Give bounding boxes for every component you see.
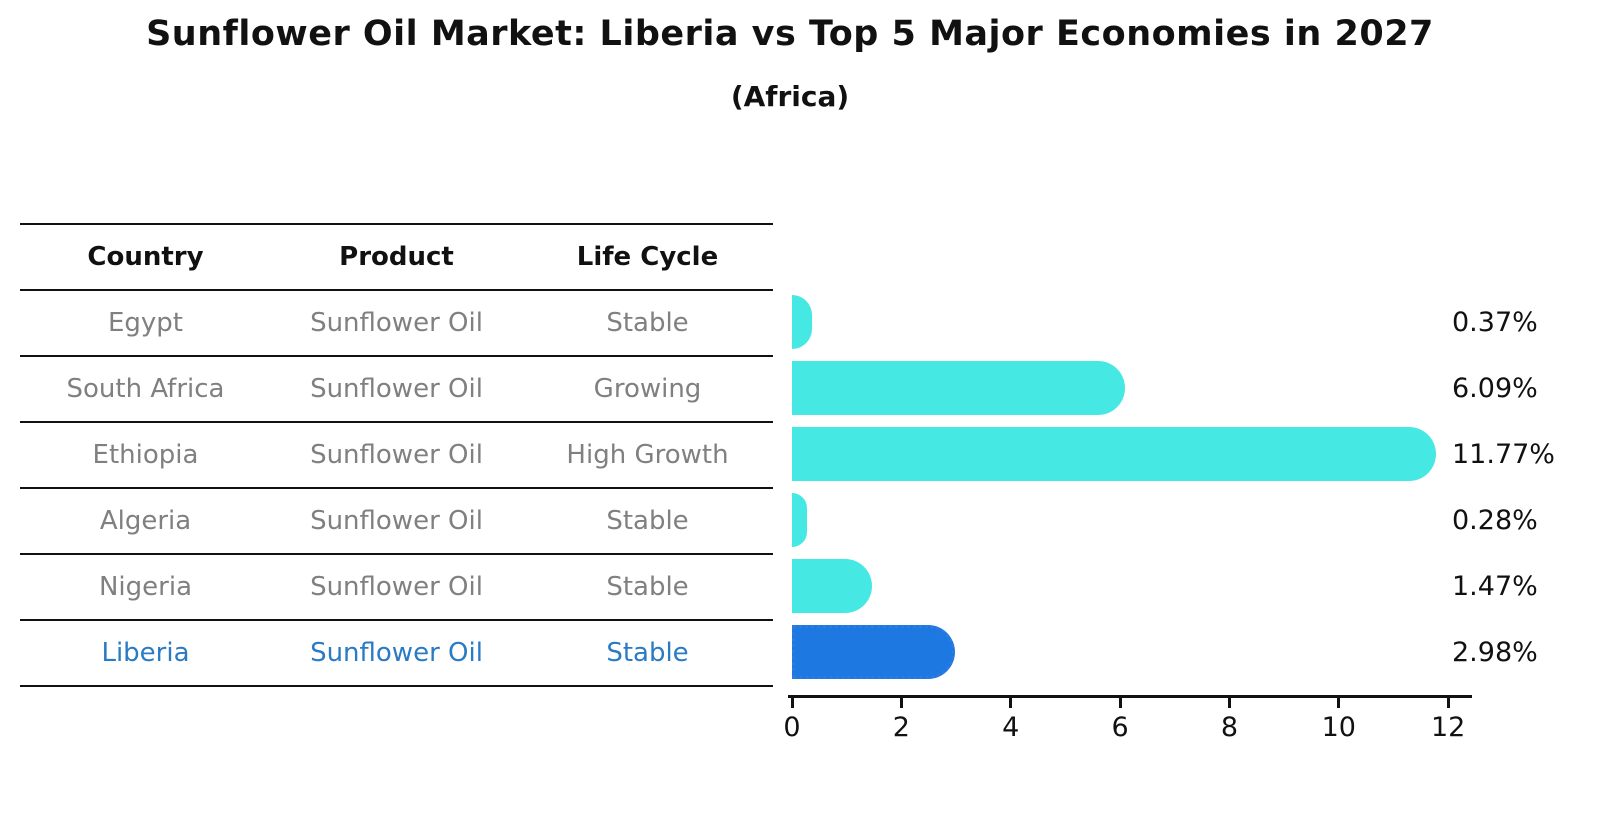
x-tick-label-4: 4	[1002, 712, 1020, 743]
bar-ethiopia	[792, 427, 1436, 481]
table-body: Egypt Sunflower Oil Stable South Africa Sunf…	[20, 291, 773, 687]
bar-algeria	[792, 493, 808, 547]
table-header-row: Country Product Life Cycle	[20, 225, 773, 291]
cell-country: Egypt	[107, 308, 184, 338]
cell-product: Sunflower Oil	[310, 374, 483, 404]
x-tick-mark-8	[1227, 698, 1231, 708]
cell-country: Liberia	[101, 638, 190, 668]
summary-table: Country Product Life Cycle Egypt Sunflowe…	[20, 223, 773, 687]
value-label-south-africa: 6.09%	[1452, 372, 1538, 404]
cell-product: Sunflower Oil	[310, 638, 483, 668]
chart-title: Sunflower Oil Market: Liberia vs Top 5 M…	[146, 14, 1434, 54]
cell-country: South Africa	[66, 374, 225, 404]
x-tick-mark-10	[1337, 698, 1341, 708]
cell-product: Sunflower Oil	[310, 440, 483, 470]
x-tick-mark-2	[899, 698, 903, 708]
cell-country: Ethiopia	[92, 440, 199, 470]
cell-life-cycle: Stable	[606, 308, 689, 338]
bar-egypt	[792, 295, 813, 349]
value-label-ethiopia: 11.77%	[1452, 438, 1555, 470]
table-row-nigeria: Nigeria Sunflower Oil Stable	[20, 555, 773, 621]
cell-country: Algeria	[99, 506, 192, 536]
x-tick-label-2: 2	[892, 712, 910, 743]
cell-product: Sunflower Oil	[310, 506, 483, 536]
value-label-liberia: 2.98%	[1452, 636, 1538, 668]
x-tick-label-8: 8	[1220, 712, 1238, 743]
column-header-country: Country	[87, 242, 204, 272]
column-header-product: Product	[339, 242, 454, 272]
chart-subtitle: (Africa)	[730, 80, 850, 113]
cell-life-cycle: High Growth	[566, 440, 729, 470]
table-row-egypt: Egypt Sunflower Oil Stable	[20, 291, 773, 357]
value-label-nigeria: 1.47%	[1452, 570, 1538, 602]
cell-life-cycle: Stable	[606, 572, 689, 602]
bar-nigeria	[792, 559, 873, 613]
cell-product: Sunflower Oil	[310, 308, 483, 338]
table-row-ethiopia: Ethiopia Sunflower Oil High Growth	[20, 423, 773, 489]
bar-south-africa	[792, 361, 1125, 415]
x-tick-mark-6	[1118, 698, 1122, 708]
cell-product: Sunflower Oil	[310, 572, 483, 602]
bar-liberia	[792, 625, 955, 679]
cell-country: Nigeria	[98, 572, 193, 602]
x-tick-label-0: 0	[783, 712, 801, 743]
table-row-algeria: Algeria Sunflower Oil Stable	[20, 489, 773, 555]
table-row-south-africa: South Africa Sunflower Oil Growing	[20, 357, 773, 423]
x-tick-label-12: 12	[1430, 712, 1466, 743]
x-tick-label-6: 6	[1111, 712, 1129, 743]
bar-chart-plot-area	[792, 289, 1470, 685]
x-tick-mark-4	[1009, 698, 1013, 708]
value-label-egypt: 0.37%	[1452, 306, 1538, 338]
cell-life-cycle: Growing	[593, 374, 702, 404]
x-tick-label-10: 10	[1321, 712, 1356, 743]
x-axis-line	[788, 695, 1472, 698]
cell-life-cycle: Stable	[606, 506, 689, 536]
value-label-algeria: 0.28%	[1452, 504, 1538, 536]
cell-life-cycle: Stable	[606, 638, 689, 668]
x-tick-mark-0	[790, 698, 794, 708]
table-row-liberia: Liberia Sunflower Oil Stable	[20, 621, 773, 687]
column-header-life-cycle: Life Cycle	[576, 242, 719, 272]
x-tick-mark-12	[1446, 698, 1450, 708]
